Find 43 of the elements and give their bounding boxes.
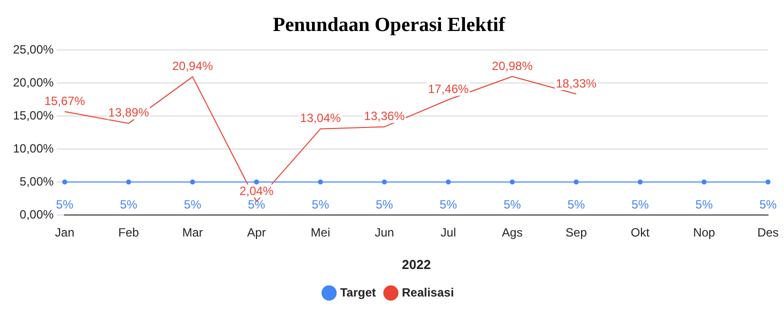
chart-title: Penundaan Operasi Elektif — [272, 14, 506, 36]
x-tick-label: Des — [757, 226, 779, 240]
legend-label: Realisasi — [402, 285, 454, 300]
y-tick-label: 15,00% — [12, 108, 54, 122]
legend-label: Target — [340, 285, 376, 300]
x-tick-label: Ags — [502, 226, 523, 240]
data-label: 5% — [504, 197, 522, 212]
x-tick-label: Mar — [182, 226, 203, 240]
x-tick-label: Apr — [247, 226, 266, 240]
data-label: 20,94% — [172, 59, 214, 74]
x-axis-title: 2022 — [402, 256, 431, 272]
y-tick-label: 20,00% — [12, 75, 54, 90]
data-label: 5% — [120, 197, 138, 212]
data-label: 5% — [376, 197, 394, 212]
data-label: 5% — [631, 197, 650, 212]
data-label: 13,36% — [364, 109, 406, 124]
x-tick-label: Nop — [693, 226, 716, 240]
data-label: 20,98% — [492, 58, 533, 73]
data-label: 15,67% — [44, 94, 86, 108]
x-tick-label: Jun — [374, 226, 394, 240]
x-tick-label: Jul — [440, 226, 456, 240]
data-label: 5% — [248, 197, 266, 212]
x-tick-label: Mei — [310, 226, 330, 240]
y-tick-label: 5,00% — [20, 174, 54, 188]
data-label: 5% — [312, 197, 330, 212]
data-label: 13,04% — [300, 111, 342, 126]
x-tick-label: Sep — [566, 226, 588, 240]
x-tick-label: Jan — [55, 226, 74, 240]
y-tick-label: 10,00% — [12, 141, 54, 156]
data-label: 5% — [695, 197, 714, 212]
data-label: 17,46% — [428, 82, 469, 96]
data-label: 5% — [56, 197, 74, 212]
x-tick-label: Okt — [630, 226, 650, 240]
data-label: 5% — [184, 197, 202, 212]
data-label: 5% — [568, 197, 586, 212]
data-label: 5% — [759, 197, 777, 212]
data-label: 18,33% — [556, 76, 597, 90]
data-label: 2,04% — [239, 184, 274, 198]
data-label: 5% — [440, 197, 458, 212]
y-tick-label: 25,00% — [12, 42, 54, 56]
x-tick-label: Feb — [118, 226, 140, 240]
y-tick-label: 0,00% — [20, 207, 54, 222]
data-label: 13,89% — [108, 106, 150, 120]
